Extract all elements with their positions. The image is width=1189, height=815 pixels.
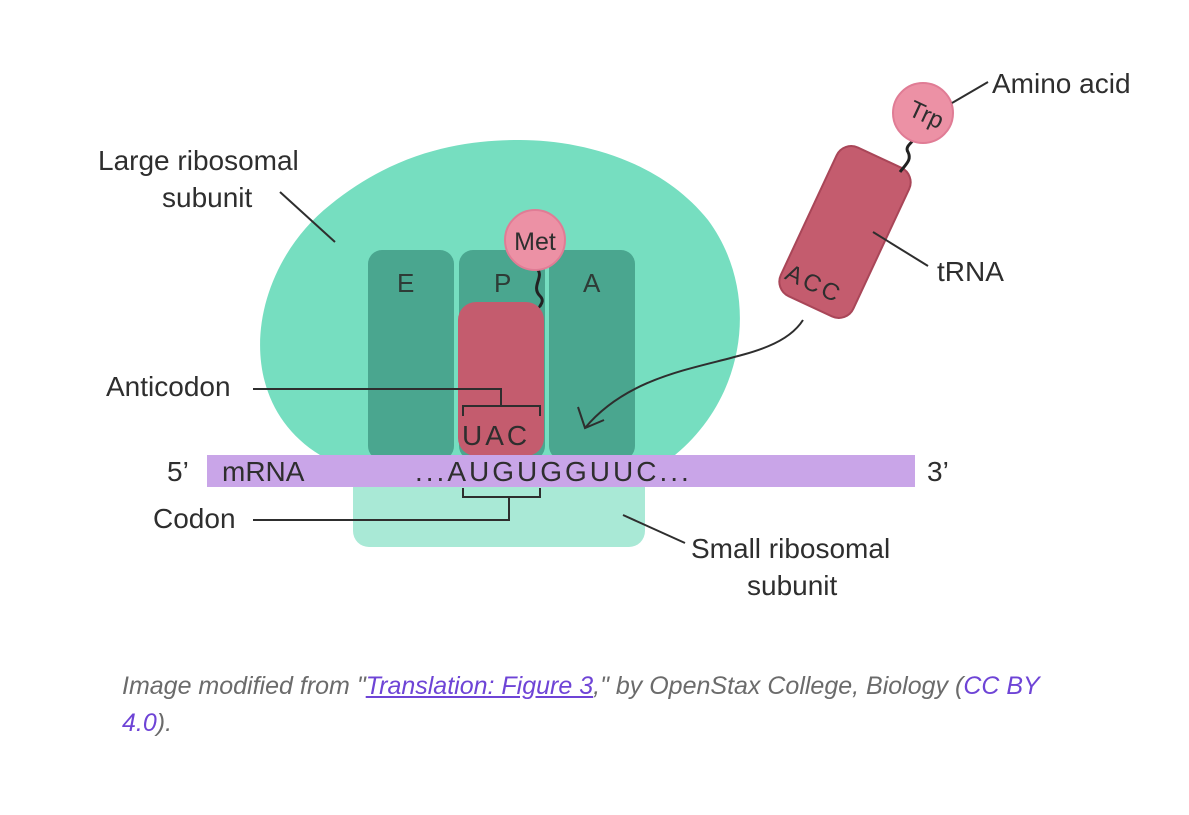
incoming-trna: ACC <box>778 145 912 319</box>
anticodon-label: Anticodon <box>106 371 231 402</box>
mrna-strand <box>207 455 915 487</box>
codon-bracket <box>462 488 541 498</box>
codon-leader <box>253 497 510 521</box>
small-subunit-label-line2: subunit <box>747 570 838 601</box>
met-trna-linker <box>534 266 544 310</box>
a-site-slot <box>549 250 635 460</box>
trna-label: tRNA <box>937 256 1004 287</box>
codon-label: Codon <box>153 503 236 534</box>
small-ribosomal-subunit <box>353 470 645 547</box>
license-link[interactable]: CC BY 4.0 <box>122 672 1040 737</box>
trna-leader <box>872 231 929 267</box>
small-subunit-label-line1: Small ribosomal <box>691 533 890 564</box>
mrna-sequence: ...AUGUGGUUC... <box>415 456 692 487</box>
met-label: Met <box>514 228 556 256</box>
trp-trna-linker <box>898 137 916 173</box>
incoming-arrow <box>584 319 804 429</box>
three-prime-label: 3’ <box>927 456 949 487</box>
p-site-trna <box>458 302 544 456</box>
large-subunit-label-line2: subunit <box>162 182 253 213</box>
amino-acid-leader <box>951 81 989 104</box>
translation-diagram: E P A Met UAC 5’ mRNA ...AUGUGGUUC... 3’… <box>98 68 1131 601</box>
image-caption: Image modified from "Translation: Figure… <box>122 668 1042 742</box>
e-site-label: E <box>397 268 414 298</box>
mrna-label: mRNA <box>222 456 305 487</box>
a-site-label: A <box>583 268 601 298</box>
large-subunit-leader <box>279 191 336 243</box>
anticodon-sequence: UAC <box>462 420 530 451</box>
met-amino-acid <box>504 209 566 271</box>
caption-prefix: Image modified from " <box>122 672 366 700</box>
e-site-slot <box>368 250 454 460</box>
five-prime-label: 5’ <box>167 456 189 487</box>
amino-acid-label: Amino acid <box>992 68 1131 99</box>
p-site-label: P <box>494 268 511 298</box>
small-subunit-leader <box>622 514 686 544</box>
caption-suffix: ). <box>156 709 173 737</box>
arrow-head <box>577 406 605 430</box>
caption-middle: ," by OpenStax College, Biology ( <box>593 672 964 700</box>
trp-amino-acid <box>892 82 954 144</box>
large-subunit-label-line1: Large ribosomal <box>98 145 299 176</box>
source-figure-link[interactable]: Translation: Figure 3 <box>365 672 594 700</box>
anticodon-leader <box>253 388 502 406</box>
